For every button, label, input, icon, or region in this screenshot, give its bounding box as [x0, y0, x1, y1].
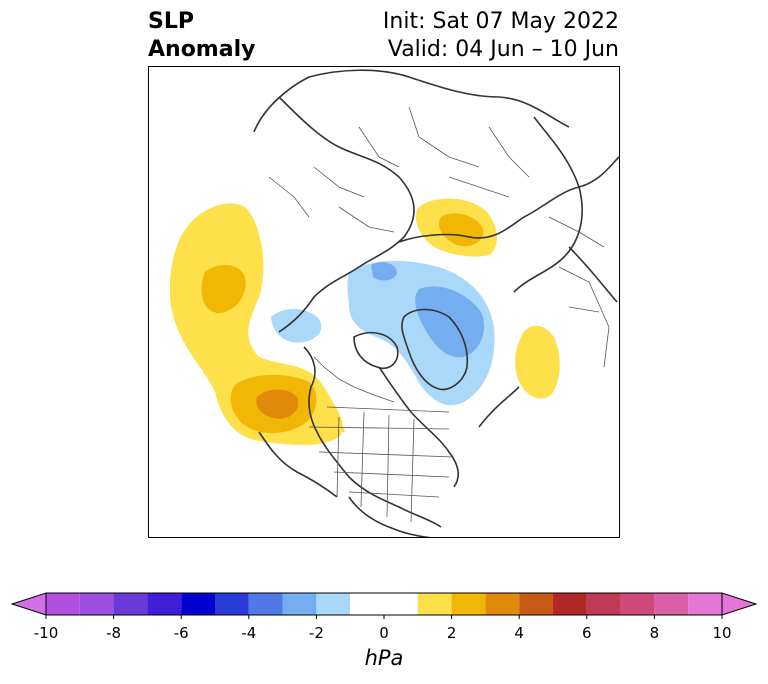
colorbar-segment [282, 593, 317, 615]
colorbar-segment [350, 593, 418, 615]
colorbar-tick-label: 8 [649, 624, 660, 642]
colorbar-segment [451, 593, 486, 615]
colorbar-segment [316, 593, 351, 615]
map-title: SLP Anomaly [148, 8, 255, 64]
colorbar-segment [485, 593, 520, 615]
anomaly-fills [169, 198, 560, 445]
map-panel [148, 66, 620, 538]
colorbar-tick-label: -6 [173, 624, 189, 642]
anomaly-positive-atlantic [515, 325, 560, 399]
title-line-2: Anomaly [148, 37, 256, 62]
anomaly-coast-positive [317, 392, 345, 433]
colorbar [10, 592, 758, 619]
colorbar-segment [113, 593, 148, 615]
colorbar-segment [215, 593, 249, 615]
colorbar-extend-min [10, 592, 47, 616]
colorbar-segment [553, 593, 587, 615]
anomaly-pacific-2hpa [201, 265, 246, 313]
colorbar-segment [654, 593, 689, 615]
colorbar-segment [620, 593, 655, 615]
valid-range: Valid: 04 Jun – 10 Jun [387, 37, 619, 62]
colorbar-segment [46, 593, 80, 615]
colorbar-tick-label: -10 [33, 624, 59, 642]
colorbar-segment [181, 593, 215, 615]
colorbar-tickmarks [45, 615, 723, 619]
colorbar-segments [46, 593, 722, 615]
colorbar-tick-label: -8 [106, 624, 122, 642]
anomaly-alaska-4hpa [256, 389, 299, 419]
colorbar-segment [147, 593, 182, 615]
coastlines [253, 69, 619, 537]
colorbar-tick-label: 10 [712, 624, 732, 642]
colorbar-tick-label: 2 [446, 624, 457, 642]
colorbar-tick-label: 6 [582, 624, 592, 642]
colorbar-segment [519, 593, 553, 615]
colorbar-segment [586, 593, 621, 615]
map-canvas [169, 69, 619, 537]
colorbar-segment [688, 593, 722, 615]
colorbar-segment [248, 593, 283, 615]
colorbar-extend-max [721, 592, 758, 616]
colorbar-tick-label: -4 [241, 624, 257, 642]
date-info: Init: Sat 07 May 2022 Valid: 04 Jun – 10… [383, 8, 619, 64]
anomaly-negative-aleutian [271, 308, 322, 343]
anomaly-arctic-2hpa-small [371, 262, 397, 281]
colorbar-segment [79, 593, 114, 615]
colorbar-tick-label: 4 [514, 624, 524, 642]
title-line-1: SLP [148, 9, 194, 34]
colorbar-unit-label: hPa [364, 646, 404, 670]
init-date: Init: Sat 07 May 2022 [382, 9, 619, 34]
colorbar-tick-label: 0 [379, 624, 389, 642]
colorbar-segment [417, 593, 452, 615]
colorbar-tick-label: -2 [308, 624, 324, 642]
anomaly-arctic-2hpa [415, 286, 485, 358]
borders [268, 106, 610, 523]
